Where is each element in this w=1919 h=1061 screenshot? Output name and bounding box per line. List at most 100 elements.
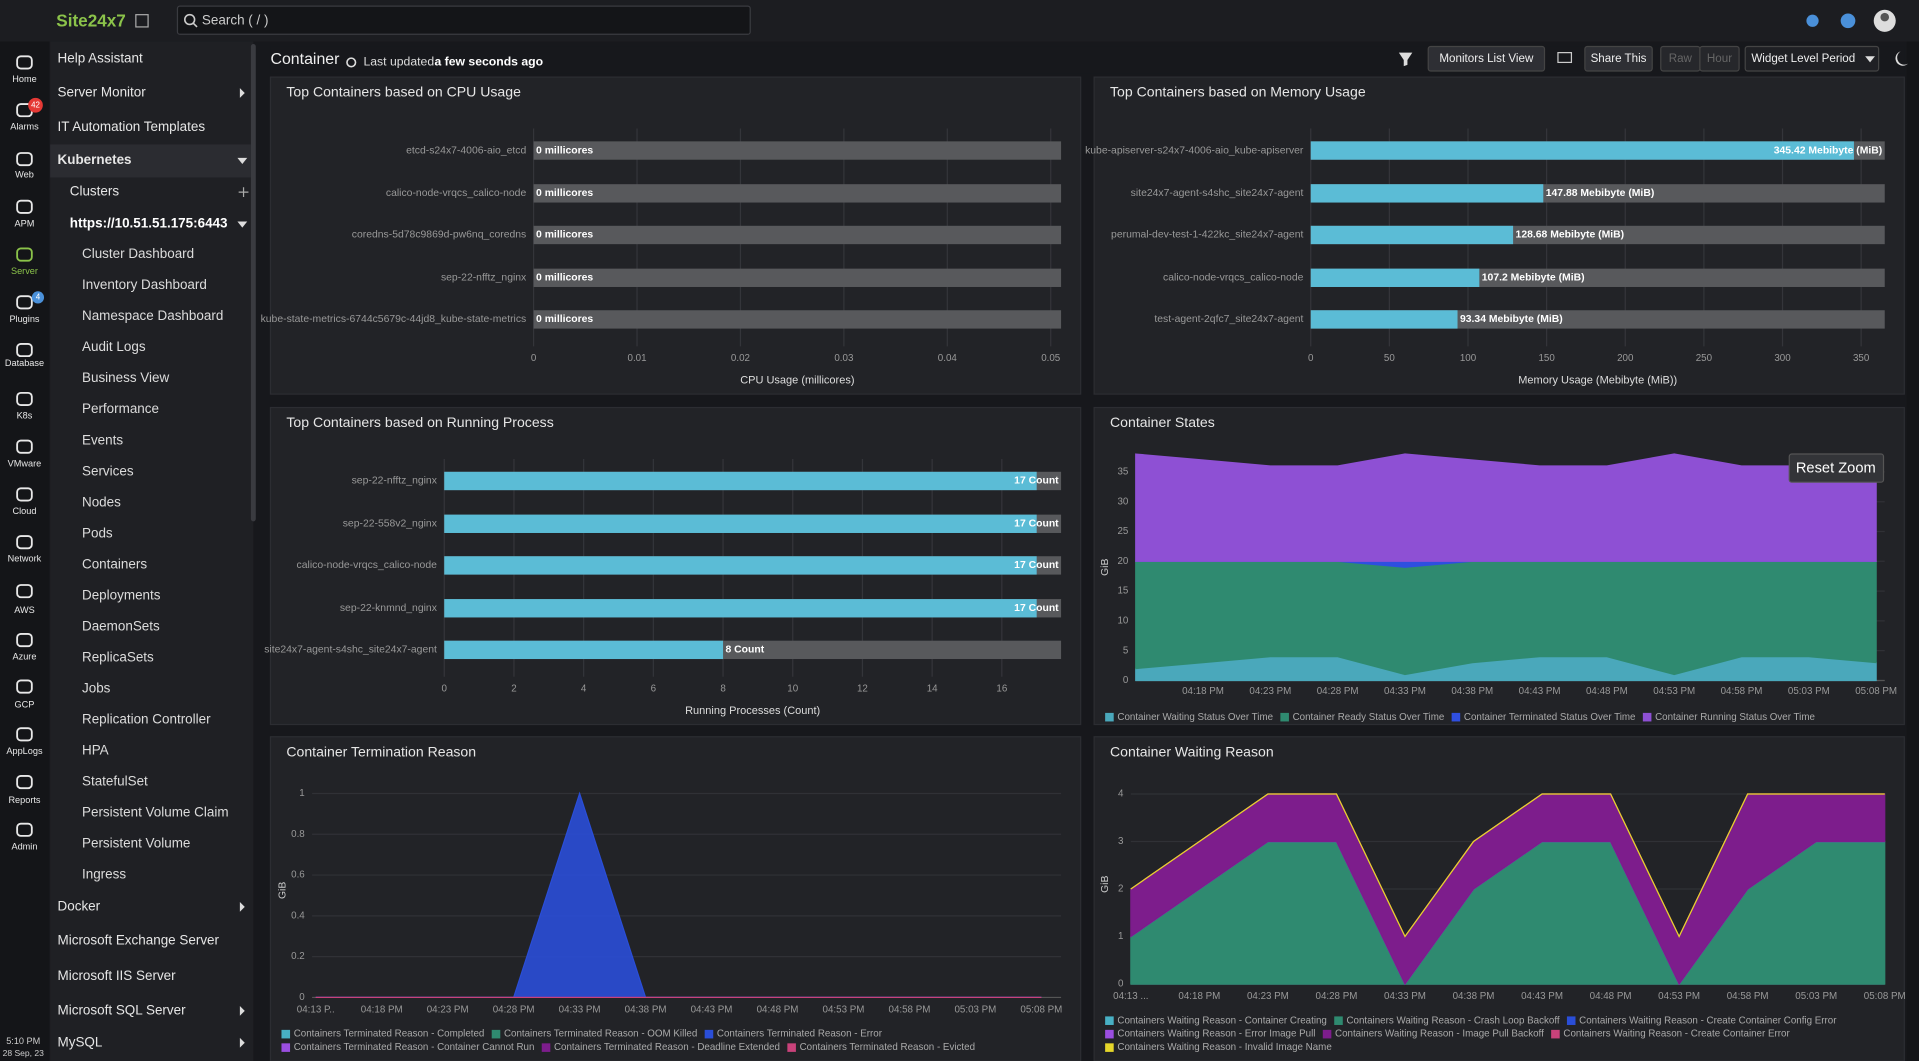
nav-icon[interactable] [16,152,33,167]
menu-item[interactable]: Server Monitor [58,85,147,100]
nav-icon[interactable] [16,199,33,214]
nav-label[interactable]: GCP [15,699,35,709]
legend-label[interactable]: Container Running Status Over Time [1655,712,1815,723]
legend-label[interactable]: Container Waiting Status Over Time [1117,712,1273,723]
nav-label[interactable]: Reports [8,795,40,805]
legend-label[interactable]: Containers Waiting Reason - Container Cr… [1117,1015,1327,1026]
nav-label[interactable]: Home [12,74,36,84]
submenu-item[interactable]: HPA [82,743,109,758]
menu-item[interactable]: Microsoft SQL Server [58,1002,187,1017]
legend-swatch[interactable] [1105,1016,1114,1025]
nav-icon[interactable] [16,487,33,502]
legend-label[interactable]: Containers Waiting Reason - Image Pull B… [1335,1029,1544,1040]
menu-item[interactable]: Microsoft IIS Server [58,968,177,983]
menu-item[interactable]: Kubernetes [58,152,132,167]
legend-swatch[interactable] [1334,1016,1343,1025]
legend-swatch[interactable] [1105,712,1114,722]
nav-icon[interactable] [16,633,33,648]
legend-swatch[interactable] [704,1029,714,1039]
legend-label[interactable]: Containers Waiting Reason - Create Conta… [1579,1015,1837,1026]
submenu-item[interactable]: DaemonSets [82,618,160,633]
theme-toggle[interactable] [1895,51,1908,66]
submenu-item[interactable]: Ingress [82,867,126,882]
screen-icon[interactable] [1557,52,1573,64]
menu-item[interactable]: https://10.51.51.175:6443 [70,216,228,231]
add-icon[interactable] [238,187,249,198]
nav-icon[interactable] [16,822,33,837]
legend-swatch[interactable] [281,1029,291,1039]
toolbar-button[interactable] [1744,45,1880,72]
submenu-item[interactable]: Performance [82,401,159,416]
menu-item[interactable]: Docker [58,898,101,913]
toolbar-button-label[interactable]: Widget Level Period [1751,52,1855,65]
nav-label[interactable]: Database [5,358,44,368]
nav-icon[interactable] [16,391,33,407]
nav-label[interactable]: APM [15,218,35,228]
legend-swatch[interactable] [1551,1029,1560,1039]
toolbar-button-label[interactable]: Raw [1669,52,1693,65]
help-icon[interactable] [1840,13,1856,29]
toolbar-button-label[interactable]: Share This [1591,52,1647,65]
expand-icon[interactable] [135,14,149,28]
submenu-item[interactable]: Persistent Volume [82,836,190,851]
menu-item[interactable]: MySQL [58,1034,103,1049]
legend-label[interactable]: Containers Waiting Reason - Create Conta… [1563,1029,1790,1040]
legend-label[interactable]: Containers Terminated Reason - Evicted [800,1042,975,1053]
legend-label[interactable]: Containers Waiting Reason - Crash Loop B… [1346,1015,1559,1026]
submenu-item[interactable]: Namespace Dashboard [82,308,223,323]
nav-label[interactable]: Azure [13,652,37,662]
nav-label[interactable]: K8s [17,411,33,421]
reset-zoom-button[interactable] [1788,453,1885,483]
nav-label[interactable]: Server [11,266,38,276]
legend-swatch[interactable] [1451,712,1461,722]
submenu-item[interactable]: Deployments [82,587,161,602]
toolbar-button[interactable] [1699,45,1740,72]
toolbar-button-label[interactable]: Monitors List View [1439,52,1534,65]
legend-label[interactable]: Containers Terminated Reason - Error [717,1029,883,1040]
menu-item[interactable]: Help Assistant [58,50,144,65]
nav-icon[interactable] [16,535,33,550]
toolbar-button[interactable] [1427,45,1546,72]
legend-swatch[interactable] [1105,1043,1114,1052]
legend-label[interactable]: Containers Terminated Reason - Completed [294,1029,485,1040]
menu-item[interactable]: Microsoft Exchange Server [58,933,220,948]
legend-swatch[interactable] [281,1043,291,1052]
submenu-item[interactable]: Pods [82,525,113,540]
legend-swatch[interactable] [1642,712,1652,722]
nav-label[interactable]: Plugins [9,314,39,324]
nav-icon[interactable] [16,584,33,599]
menu-item[interactable]: IT Automation Templates [58,119,206,134]
submenu-item[interactable]: Jobs [82,680,111,695]
submenu-item[interactable]: ReplicaSets [82,649,154,664]
nav-label[interactable]: AWS [14,605,35,615]
legend-label[interactable]: Container Ready Status Over Time [1293,712,1445,723]
submenu-item[interactable]: Containers [82,556,147,571]
nav-label[interactable]: Web [15,169,34,179]
legend-label[interactable]: Container Terminated Status Over Time [1464,712,1636,723]
nav-icon[interactable] [16,247,33,262]
nav-label[interactable]: Network [8,554,42,564]
legend-label[interactable]: Containers Terminated Reason - Deadline … [554,1042,780,1053]
submenu-item[interactable]: Inventory Dashboard [82,277,207,292]
submenu-item[interactable]: Business View [82,370,170,385]
submenu-item[interactable]: Services [82,463,134,478]
nav-icon[interactable] [16,295,33,310]
nav-label[interactable]: VMware [8,458,42,468]
legend-swatch[interactable] [1566,1016,1576,1025]
bell-icon[interactable] [1806,14,1819,27]
reset-zoom-label[interactable]: Reset Zoom [1796,461,1876,477]
legend-label[interactable]: Containers Terminated Reason - Container… [294,1042,535,1053]
nav-icon[interactable] [16,775,33,790]
submenu-item[interactable]: StatefulSet [82,774,148,789]
legend-swatch[interactable] [541,1043,551,1052]
legend-label[interactable]: Containers Terminated Reason - OOM Kille… [504,1029,697,1040]
submenu-item[interactable]: Persistent Volume Claim [82,805,229,820]
nav-label[interactable]: Admin [11,841,37,851]
nav-label[interactable]: AppLogs [6,746,43,756]
submenu-item[interactable]: Nodes [82,494,121,509]
nav-icon[interactable] [16,679,33,694]
legend-label[interactable]: Containers Waiting Reason - Error Image … [1117,1029,1315,1040]
nav-icon[interactable] [16,55,33,70]
submenu-item[interactable]: Audit Logs [82,339,146,354]
legend-swatch[interactable] [491,1029,501,1039]
